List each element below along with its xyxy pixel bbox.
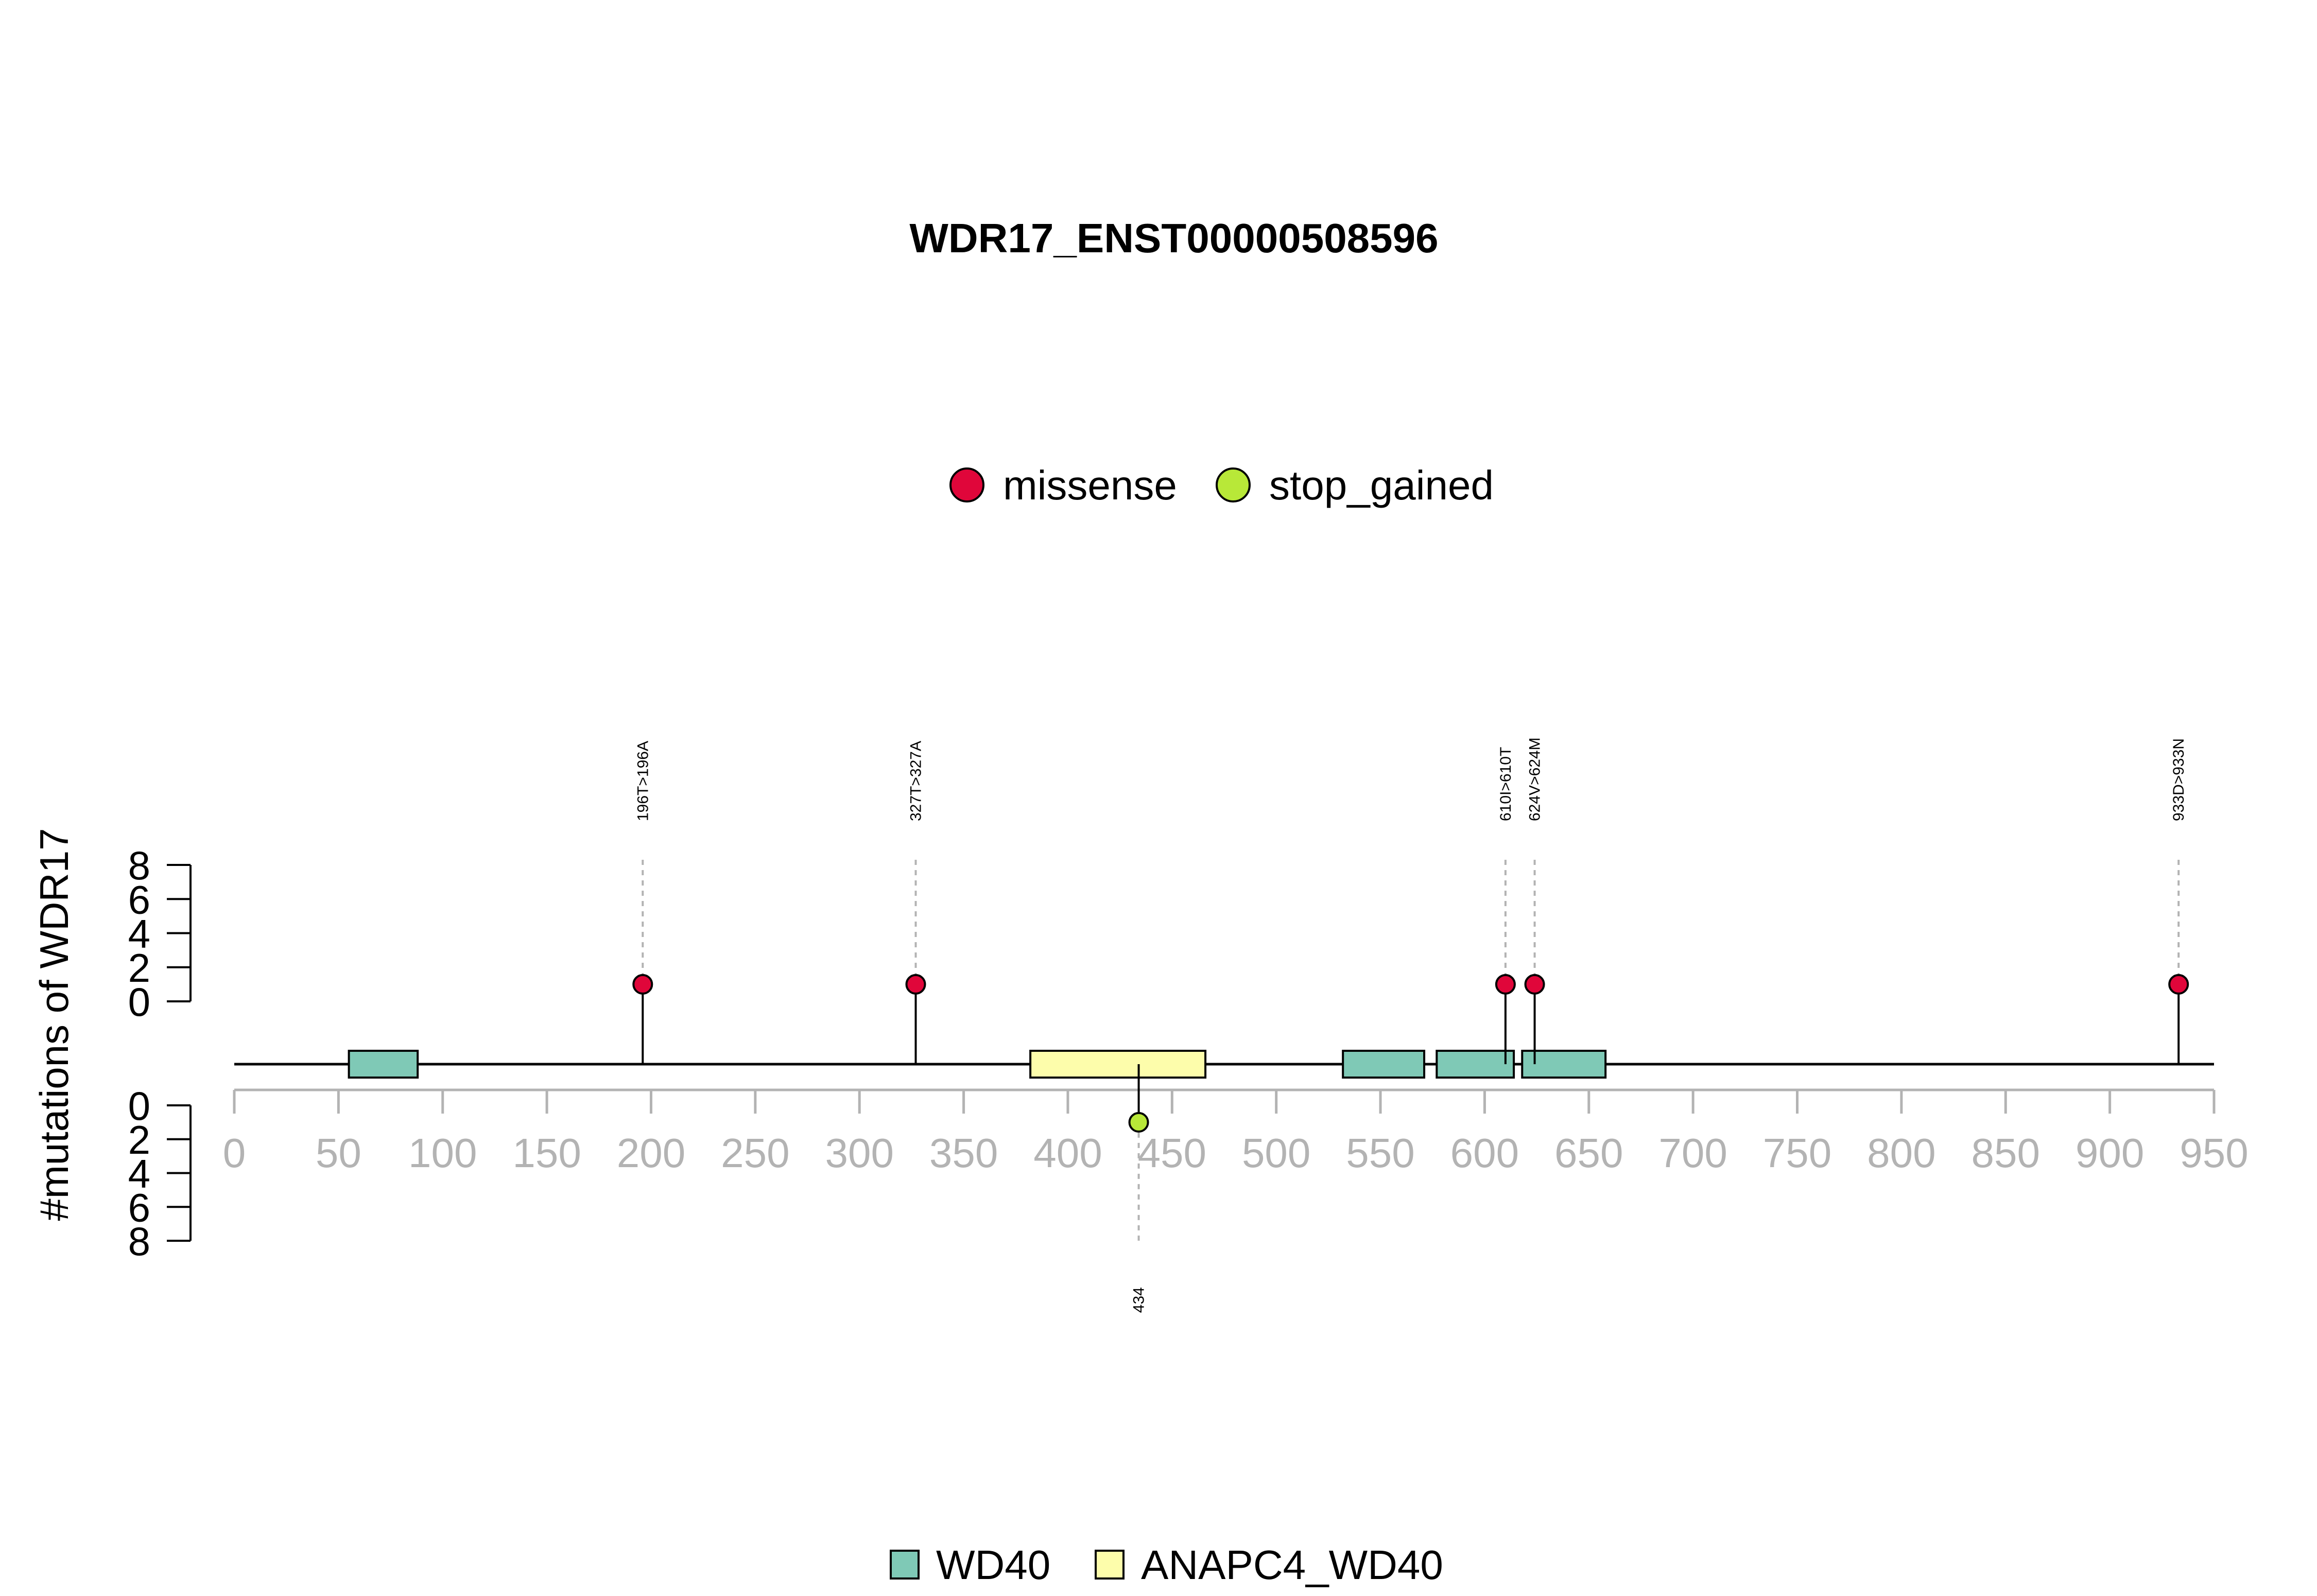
- domain-WD40-0: [348, 1050, 419, 1079]
- x-tick-label-550: 550: [1346, 1130, 1414, 1176]
- mutation-label-2: 610I>610T: [1497, 747, 1514, 821]
- mutation-label-4: 933D>933N: [2170, 738, 2187, 821]
- y-axis-label: #mutations of WDR17: [31, 828, 77, 1221]
- y-tick-label-bottom-6: 6: [128, 1185, 150, 1230]
- domain-group: [348, 1050, 1607, 1079]
- mutation-label-3: 624V>624M: [1527, 737, 1544, 821]
- legend-swatch-WD40: [890, 1550, 920, 1580]
- legend-label-ANAPC4_WD40: ANAPC4_WD40: [1141, 1542, 1443, 1588]
- mutation-label-1: 327T>327A: [907, 741, 924, 821]
- x-tick-label-650: 650: [1554, 1130, 1623, 1176]
- y-tick-label-top-6: 6: [128, 877, 150, 922]
- x-axis: 0 50 100 150 200 250 300 350 400 450 500 550 600 650 7…: [223, 1088, 2249, 1176]
- legend-swatch-missense: [949, 467, 984, 502]
- x-tick-label-50: 50: [316, 1130, 361, 1176]
- mutation-point-4: [2168, 974, 2189, 995]
- y-tick-label-top-2: 2: [128, 945, 150, 991]
- x-tick-label-600: 600: [1450, 1130, 1519, 1176]
- chart-title: WDR17_ENST00000508596: [909, 215, 1438, 261]
- legend-swatch-stop_gained: [1216, 467, 1251, 502]
- mutation-legend: missense stop_gained: [949, 462, 1494, 508]
- domain-WD40-2: [1342, 1050, 1426, 1079]
- domain-WD40-3: [1436, 1050, 1515, 1079]
- legend-label-missense: missense: [1003, 462, 1177, 508]
- domain-legend: WD40 ANAPC4_WD40: [890, 1542, 1443, 1588]
- legend-label-WD40: WD40: [936, 1542, 1050, 1588]
- x-tick-label-150: 150: [512, 1130, 581, 1176]
- x-tick-label-500: 500: [1242, 1130, 1310, 1176]
- mutation-point-3: [1524, 974, 1545, 995]
- x-tick-label-900: 900: [2076, 1130, 2144, 1176]
- x-tick-label-750: 750: [1763, 1130, 1831, 1176]
- y-tick-label-top-0: 0: [128, 979, 150, 1025]
- mutation-point-5: [1128, 1112, 1149, 1133]
- x-tick-label-450: 450: [1138, 1130, 1206, 1176]
- x-tick-label-200: 200: [617, 1130, 685, 1176]
- mutation-label-0: 196T>196A: [634, 741, 651, 821]
- x-tick-label-400: 400: [1033, 1130, 1102, 1176]
- x-tick-label-850: 850: [1972, 1130, 2040, 1176]
- x-tick-label-700: 700: [1658, 1130, 1727, 1176]
- legend-label-stop_gained: stop_gained: [1269, 462, 1494, 508]
- x-tick-label-950: 950: [2180, 1130, 2248, 1176]
- domain-ANAPC4_WD40-1: [1029, 1050, 1207, 1079]
- mutation-point-2: [1495, 974, 1516, 995]
- y-tick-label-top-8: 8: [128, 843, 150, 888]
- y-tick-label-bottom-8: 8: [128, 1219, 150, 1264]
- y-tick-label-bottom-2: 2: [128, 1117, 150, 1163]
- x-tick-label-800: 800: [1867, 1130, 1935, 1176]
- legend-swatch-ANAPC4_WD40: [1095, 1550, 1125, 1580]
- x-tick-label-250: 250: [721, 1130, 789, 1176]
- x-tick-label-300: 300: [825, 1130, 893, 1176]
- x-tick-label-0: 0: [223, 1130, 246, 1176]
- mutation-point-0: [632, 974, 653, 995]
- domain-WD40-4: [1521, 1050, 1607, 1079]
- x-tick-label-100: 100: [408, 1130, 477, 1176]
- y-tick-label-bottom-0: 0: [128, 1083, 150, 1129]
- lollipop-group: 196T>196A 327T>327A 610I>610T 624V>624M 933D…: [632, 737, 2189, 1313]
- y-tick-label-top-4: 4: [128, 911, 150, 957]
- mutation-point-1: [905, 974, 926, 995]
- x-tick-label-350: 350: [929, 1130, 998, 1176]
- y-tick-label-bottom-4: 4: [128, 1151, 150, 1196]
- mutation-label-5: 434: [1131, 1287, 1148, 1313]
